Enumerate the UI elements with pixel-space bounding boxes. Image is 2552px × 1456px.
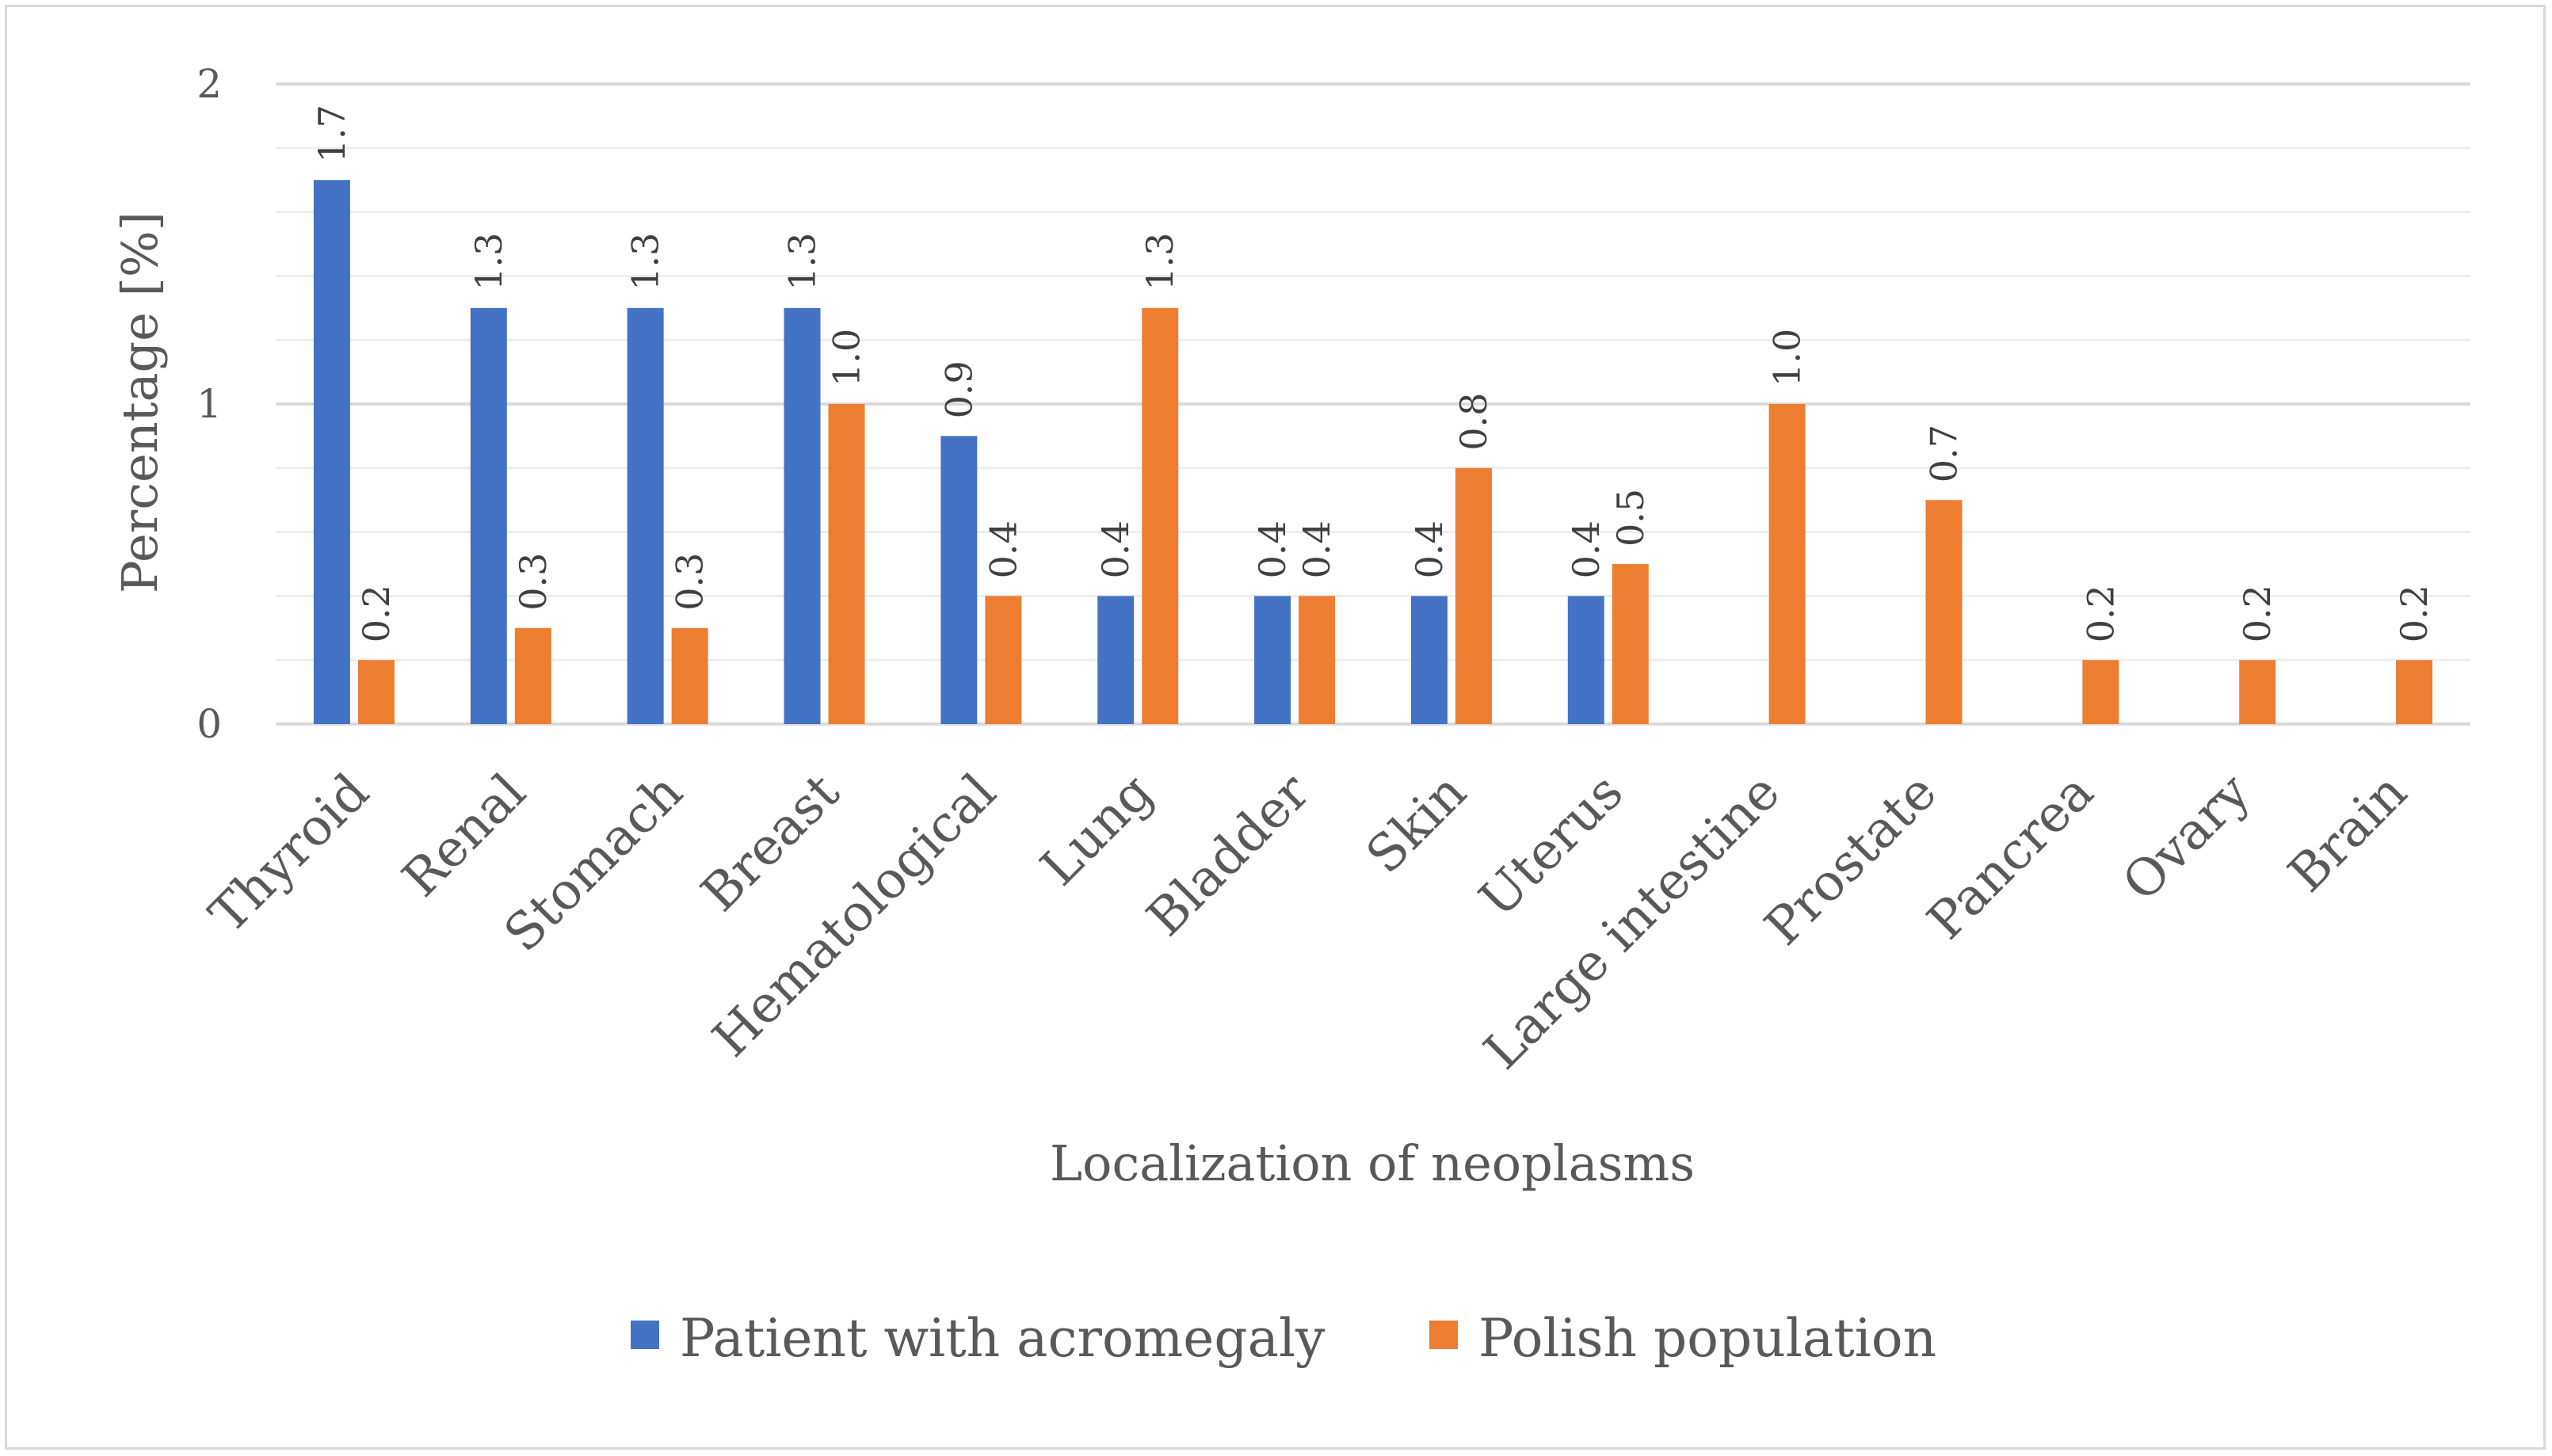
data-label: 0.4: [1295, 520, 1338, 578]
y-tick-label: 1: [196, 381, 222, 427]
x-tick-label: Hematological: [702, 763, 1008, 1069]
data-label: 1.3: [1139, 233, 1181, 291]
data-label: 0.4: [1251, 520, 1294, 578]
data-label: 0.2: [2236, 585, 2279, 642]
bar-polish-population-prostate: [1925, 500, 1963, 724]
data-label: 1.3: [467, 233, 510, 291]
data-label: 0.5: [1609, 489, 1652, 547]
bar-polish-population-uterus: [1612, 564, 1649, 724]
x-tick-label: Large intestine: [1473, 763, 1791, 1081]
legend-swatch-acromegaly: [631, 1321, 659, 1349]
x-axis-title: Localization of neoplasms: [1050, 1134, 1695, 1192]
data-label: 0.4: [1094, 520, 1137, 578]
x-tick-label: Ovary: [2111, 763, 2261, 913]
bar-polish-population-thyroid: [357, 660, 395, 724]
bar-acromegaly-stomach: [627, 307, 664, 724]
bar-polish-population-renal: [514, 627, 551, 724]
legend-label-polish-population: Polish population: [1478, 1308, 1936, 1369]
data-label: 0.3: [669, 553, 711, 611]
legend: Patient with acromegaly Polish populatio…: [631, 1308, 1936, 1369]
chart-frame: [5, 5, 2546, 1450]
bar-acromegaly-uterus: [1567, 596, 1604, 724]
data-label: 0.8: [1452, 393, 1495, 451]
data-label: 0.4: [1408, 520, 1451, 578]
bar-polish-population-hematological: [985, 596, 1022, 724]
x-tick-label: Pancrea: [1917, 763, 2105, 951]
data-labels: 1.71.3 1.3 1.30.90.4 0.4 0.4 0.40.20.3 0.31.00…: [311, 105, 2436, 642]
y-tick-label: 2: [196, 61, 222, 107]
legend-label-acromegaly: Patient with acromegaly: [680, 1308, 1326, 1369]
x-tick-label: Prostate: [1754, 763, 1948, 957]
data-label: 0.9: [937, 360, 980, 418]
x-tick-label: Brain: [2278, 763, 2419, 904]
bar-acromegaly-bladder: [1254, 596, 1291, 724]
x-tick-label: Thyroid: [199, 763, 381, 945]
data-label: 1.0: [826, 329, 868, 387]
bar-polish-population-lung: [1142, 307, 1179, 724]
legend-swatch-polish-population: [1429, 1321, 1458, 1349]
bar-polish-population-skin: [1455, 467, 1492, 724]
bar-polish-population-large-intestine: [1768, 404, 1806, 724]
bar-acromegaly-hematological: [940, 436, 978, 724]
data-label: 1.3: [624, 233, 667, 291]
bars: [313, 180, 2433, 724]
data-label: 0.3: [512, 553, 555, 611]
bar-acromegaly-skin: [1410, 596, 1448, 724]
data-label: 0.2: [355, 585, 398, 642]
x-tick-label: Breast: [690, 763, 851, 924]
y-axis-title: Percentage [%]: [111, 212, 169, 593]
x-tick-label: Skin: [1356, 763, 1478, 885]
bar-polish-population-bladder: [1299, 596, 1336, 724]
bar-polish-population-pancrea: [2082, 660, 2119, 724]
data-label: 1.3: [781, 233, 824, 291]
x-tick-label: Lung: [1030, 763, 1165, 898]
x-tick-label: Bladder: [1136, 763, 1322, 948]
data-label: 0.4: [982, 520, 1024, 578]
bar-acromegaly-lung: [1097, 596, 1135, 724]
data-label: 1.7: [311, 105, 353, 162]
bar-acromegaly-thyroid: [313, 180, 350, 724]
bar-acromegaly-renal: [470, 307, 507, 724]
bar-polish-population-breast: [828, 404, 865, 724]
bar-acromegaly-breast: [784, 307, 821, 724]
y-tick-label: 0: [196, 701, 222, 747]
data-label: 0.2: [2393, 585, 2436, 642]
gridlines: [276, 82, 2470, 661]
x-tick-label: Renal: [391, 763, 537, 909]
bar-polish-population-stomach: [671, 627, 708, 724]
bar-polish-population-ovary: [2239, 660, 2276, 724]
data-label: 0.4: [1565, 520, 1608, 578]
data-label: 0.7: [1923, 425, 1966, 482]
data-label: 1.0: [1766, 329, 1809, 387]
data-label: 0.2: [2079, 585, 2122, 642]
bar-polish-population-brain: [2396, 660, 2433, 724]
